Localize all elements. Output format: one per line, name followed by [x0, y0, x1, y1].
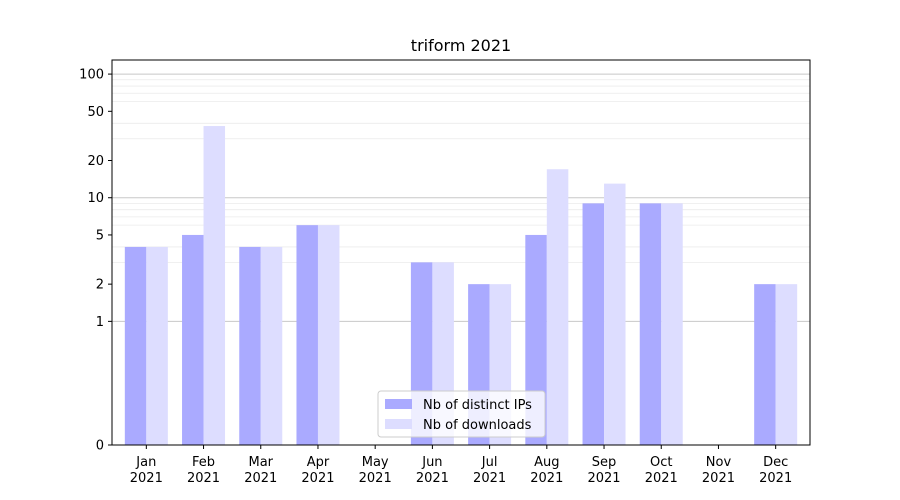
- bar-downloads: [661, 203, 683, 445]
- bar-distinct-ips: [296, 225, 318, 445]
- x-tick-label: 2021: [530, 471, 563, 486]
- y-tick-label: 5: [96, 228, 104, 243]
- bar-distinct-ips: [639, 203, 662, 445]
- chart-title: triform 2021: [411, 36, 511, 55]
- bar-distinct-ips: [582, 203, 605, 445]
- x-axis: Jan2021Feb2021Mar2021Apr2021May2021Jun20…: [130, 445, 792, 486]
- y-tick-label: 50: [87, 105, 104, 120]
- x-tick-label: 2021: [645, 471, 678, 486]
- x-tick-label: Sep: [592, 455, 617, 470]
- bar-downloads: [546, 169, 569, 445]
- x-tick-label: 2021: [301, 471, 334, 486]
- x-tick-label: 2021: [702, 471, 735, 486]
- bar-distinct-ips: [239, 246, 261, 445]
- legend-label: Nb of distinct IPs: [423, 398, 532, 413]
- plot-frame: [111, 59, 811, 446]
- x-tick-label: Jan: [135, 455, 156, 470]
- x-tick-label: 2021: [130, 471, 163, 486]
- y-tick-label: 2: [96, 278, 104, 293]
- bar-downloads: [203, 126, 226, 445]
- grid-layer: [112, 73, 810, 322]
- x-tick-label: 2021: [187, 471, 220, 486]
- y-tick-label: 100: [79, 68, 104, 83]
- x-tick-label: May: [362, 455, 389, 470]
- x-tick-label: 2021: [759, 471, 792, 486]
- x-tick-label: Jun: [421, 455, 442, 470]
- x-tick-label: Oct: [650, 455, 672, 470]
- y-tick-label: 10: [87, 191, 104, 206]
- x-tick-label: Aug: [534, 455, 559, 470]
- legend-swatch: [385, 399, 412, 409]
- y-tick-label: 1: [96, 315, 104, 330]
- x-tick-label: Dec: [763, 455, 788, 470]
- x-tick-label: 2021: [587, 471, 620, 486]
- bar-downloads: [775, 284, 798, 445]
- bar-downloads: [146, 246, 168, 445]
- legend-swatch: [385, 419, 412, 429]
- bar-downloads: [260, 246, 283, 445]
- bar-distinct-ips: [124, 246, 147, 445]
- legend-label: Nb of downloads: [423, 418, 532, 433]
- x-tick-label: 2021: [416, 471, 449, 486]
- y-axis: 0 1 2 5 10 20 50 100: [79, 68, 112, 454]
- x-tick-label: Feb: [192, 455, 215, 470]
- x-tick-label: 2021: [244, 471, 277, 486]
- y-tick-label: 0: [96, 439, 104, 454]
- x-tick-label: Nov: [706, 455, 732, 470]
- bar-distinct-ips: [182, 234, 204, 445]
- x-tick-label: Jul: [481, 455, 498, 470]
- x-tick-label: 2021: [473, 471, 506, 486]
- y-tick-label: 20: [87, 154, 104, 169]
- legend-box: [377, 390, 546, 438]
- bar-distinct-ips: [754, 284, 776, 445]
- bar-downloads: [604, 183, 626, 445]
- legend: Nb of distinct IPs Nb of downloads: [377, 390, 546, 438]
- x-tick-label: Apr: [307, 455, 330, 470]
- bar-downloads: [317, 225, 340, 445]
- x-tick-label: 2021: [359, 471, 392, 486]
- x-tick-label: Mar: [248, 455, 273, 470]
